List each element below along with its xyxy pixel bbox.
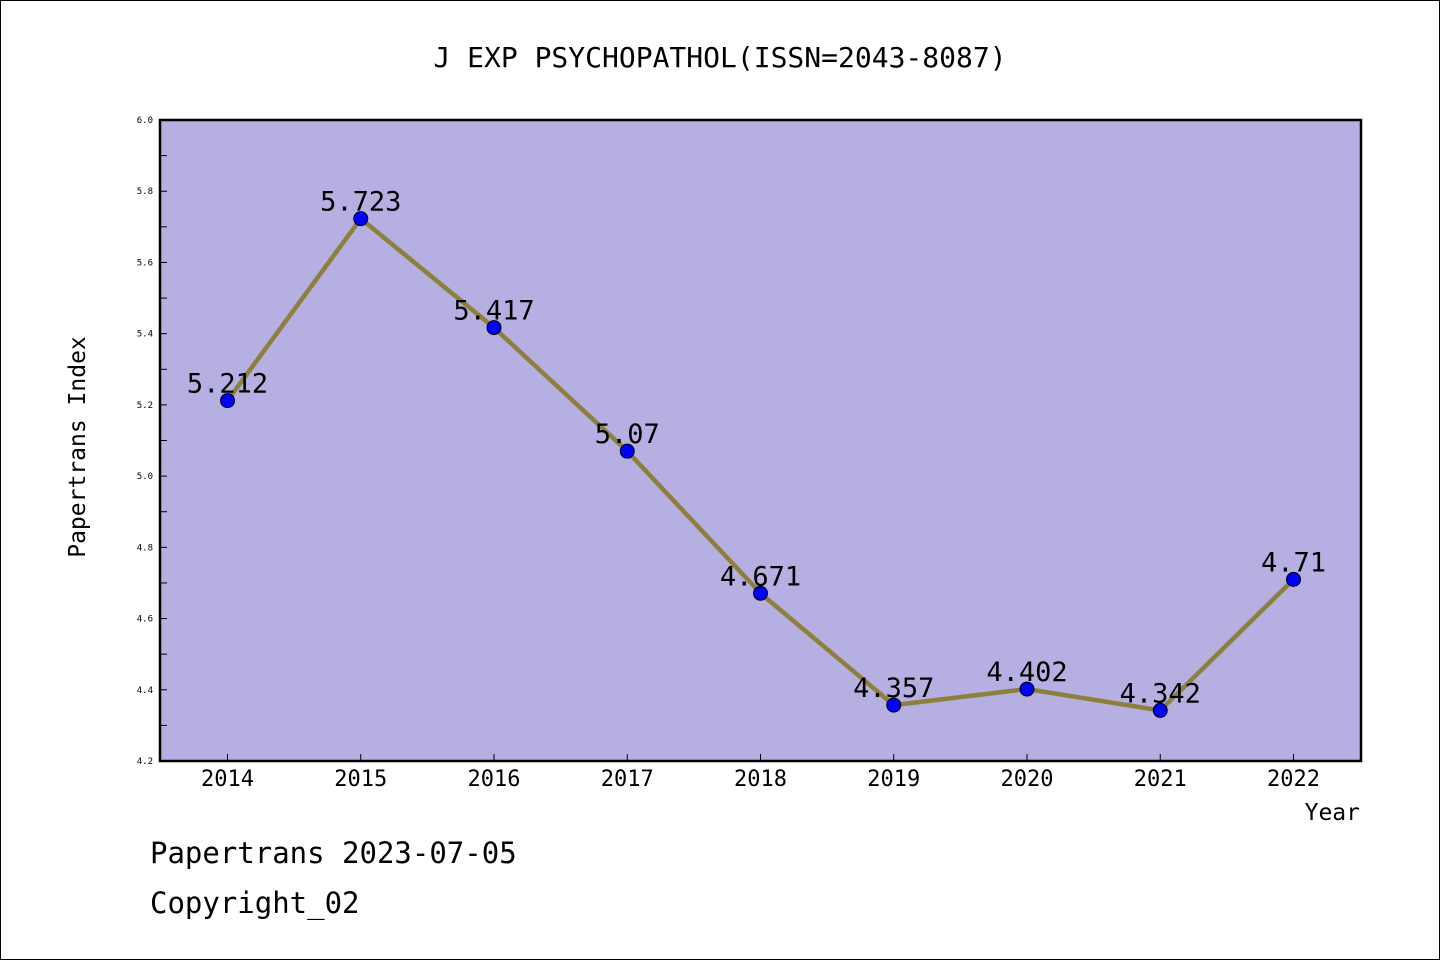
data-point	[1152, 702, 1168, 718]
y-tick-label: 5.6	[137, 258, 153, 268]
data-label: 4.357	[853, 673, 934, 704]
data-point	[619, 443, 635, 459]
data-label: 4.342	[1120, 678, 1201, 709]
x-tick-label: 2020	[1001, 767, 1054, 792]
x-tick-label: 2018	[734, 767, 787, 792]
data-label: 5.212	[187, 369, 268, 400]
data-points	[220, 211, 1301, 718]
data-point	[1286, 571, 1301, 587]
y-tick-label: 5.0	[137, 472, 153, 482]
data-label: 4.71	[1261, 547, 1326, 578]
data-point	[486, 320, 502, 336]
data-label: 4.671	[720, 561, 801, 592]
x-tick-label: 2016	[468, 767, 521, 792]
y-axis-label: Papertrans Index	[65, 336, 91, 558]
y-tick-label: 5.4	[137, 330, 153, 340]
y-tick-label: 5.2	[137, 401, 153, 411]
data-label: 5.07	[595, 419, 660, 450]
y-tick-label: 6.0	[137, 116, 153, 126]
y-tick-label: 4.8	[137, 543, 153, 553]
y-axis: 4.2 4.4 4.6 4.8 5.0 5.2 5.4 5.6 5.8 6.0	[137, 116, 167, 767]
data-point	[1019, 681, 1035, 697]
data-label: 5.723	[320, 187, 401, 218]
data-label: 5.417	[453, 296, 534, 327]
data-label: 4.402	[986, 657, 1067, 688]
data-point	[220, 393, 235, 409]
data-labels: 5.212 5.723 5.417 5.07 4.671 4.357 4.402 4.342 4…	[187, 187, 1326, 710]
y-tick-label: 4.2	[137, 757, 153, 767]
x-tick-label: 2017	[601, 767, 654, 792]
y-tick-label: 5.8	[137, 187, 153, 197]
data-point	[886, 697, 902, 713]
data-point	[753, 585, 768, 601]
plot-area	[158, 118, 1363, 763]
x-tick-label: 2022	[1267, 767, 1320, 792]
footer-date: Papertrans 2023-07-05	[150, 836, 517, 870]
data-point	[353, 211, 369, 227]
chart-title: J EXP PSYCHOPATHOL(ISSN=2043-8087)	[433, 41, 1006, 74]
x-tick-label: 2019	[867, 767, 920, 792]
y-tick-label: 4.4	[137, 686, 153, 696]
x-axis-label: Year	[1305, 800, 1360, 826]
x-tick-label: 2014	[201, 767, 254, 792]
x-axis: 2014 2015 2016 2017 2018 2019 2020 2021 2022	[201, 754, 1320, 792]
x-tick-label: 2015	[334, 767, 387, 792]
y-tick-label: 4.6	[137, 615, 153, 625]
footer-copyright: Copyright_02	[150, 886, 360, 920]
x-tick-label: 2021	[1134, 767, 1187, 792]
